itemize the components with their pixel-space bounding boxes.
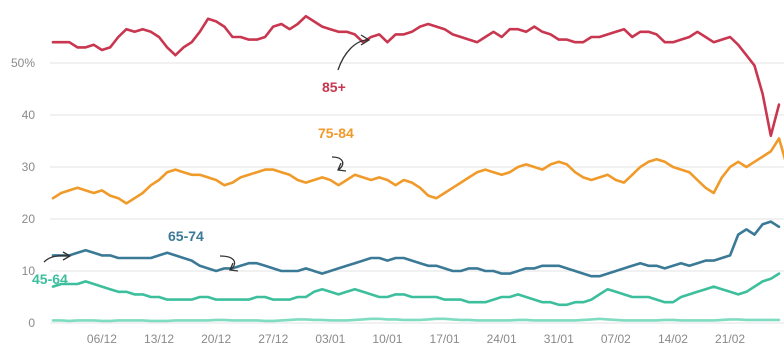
label-65-74: 65-74: [168, 228, 204, 244]
label-75-84: 75-84: [318, 125, 354, 141]
x-tick-label: 03/01: [315, 332, 345, 346]
y-tick-label: 20: [22, 212, 36, 226]
arrowhead-65-74: [229, 262, 239, 272]
y-tick-label: 50%: [11, 56, 35, 70]
label-85plus: 85+: [322, 79, 346, 95]
x-tick-label: 31/01: [544, 332, 574, 346]
x-tick-label: 21/02: [715, 332, 745, 346]
y-tick-label: 10: [22, 264, 36, 278]
series-line-75-84: [51, 137, 784, 205]
y-axis-ticks: 0 10 20 30 40 50%: [11, 56, 35, 330]
arrowhead-75-84: [337, 162, 347, 172]
label-45-64: 45-64: [32, 271, 68, 287]
x-tick-label: 10/01: [372, 332, 402, 346]
arrowhead-85plus: [360, 34, 371, 46]
x-tick-label: 17/01: [430, 332, 460, 346]
x-axis-ticks: 06/12 13/12 20/12 27/12 03/01 10/01 17/01 24/01…: [87, 332, 745, 346]
y-tick-label: 30: [22, 160, 36, 174]
arrow-65-74: [219, 255, 236, 271]
x-tick-label: 27/12: [258, 332, 288, 346]
arrow-75-84: [331, 156, 344, 171]
arrow-85plus: [337, 39, 369, 71]
series-annotations: 85+ 75-84 65-74 45-64: [32, 34, 371, 287]
series-line-85plus: [51, 14, 781, 138]
y-tick-label: 0: [28, 316, 35, 330]
x-tick-label: 07/02: [601, 332, 631, 346]
x-tick-label: 13/12: [144, 332, 174, 346]
arrowhead-45-64: [62, 251, 72, 261]
gridlines: [50, 62, 784, 324]
series-line-45-64: [51, 272, 781, 307]
series-lines: [51, 14, 784, 323]
x-tick-label: 20/12: [201, 332, 231, 346]
x-tick-label: 24/01: [487, 332, 517, 346]
series-line-under45: [51, 317, 781, 323]
x-tick-label: 14/02: [658, 332, 688, 346]
y-tick-label: 40: [22, 108, 36, 122]
arrow-45-64: [43, 255, 71, 263]
series-line-65-74: [51, 220, 781, 278]
x-tick-label: 06/12: [87, 332, 117, 346]
